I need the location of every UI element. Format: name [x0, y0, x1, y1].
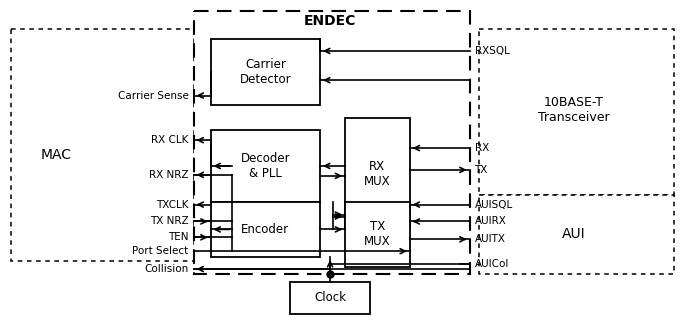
Bar: [11, 29, 194, 261]
Text: TX: TX: [475, 165, 488, 175]
Text: AUISQL: AUISQL: [475, 200, 513, 210]
Text: TEN: TEN: [168, 232, 188, 242]
Text: 10BASE-T
Transceiver: 10BASE-T Transceiver: [538, 96, 610, 124]
Bar: [290, 282, 370, 314]
Bar: [211, 130, 320, 202]
Text: Port Select: Port Select: [132, 246, 188, 256]
Bar: [480, 29, 673, 195]
Bar: [211, 202, 320, 257]
Text: Clock: Clock: [314, 291, 346, 304]
Text: Carrier Sense: Carrier Sense: [118, 91, 188, 100]
Text: TX NRZ: TX NRZ: [150, 216, 188, 227]
Text: AUIRX: AUIRX: [475, 216, 506, 227]
Text: RX: RX: [475, 143, 489, 153]
Text: TX
MUX: TX MUX: [364, 220, 391, 248]
Text: TXCLK: TXCLK: [156, 200, 188, 210]
Bar: [480, 195, 673, 274]
Text: Encoder: Encoder: [241, 223, 289, 236]
Bar: [211, 39, 320, 106]
Text: AUICol: AUICol: [475, 259, 509, 269]
Text: RX
MUX: RX MUX: [364, 160, 391, 188]
Bar: [345, 202, 410, 267]
Text: ENDEC: ENDEC: [304, 14, 356, 28]
Bar: [194, 11, 470, 274]
Text: AUI: AUI: [562, 227, 586, 241]
Bar: [345, 118, 410, 229]
Text: MAC: MAC: [41, 148, 71, 162]
Text: Collision: Collision: [144, 264, 188, 274]
Text: RX NRZ: RX NRZ: [149, 170, 188, 180]
Text: RX CLK: RX CLK: [151, 135, 188, 145]
Text: Carrier
Detector: Carrier Detector: [239, 58, 291, 86]
Text: AUITX: AUITX: [475, 234, 505, 244]
Text: RXSQL: RXSQL: [475, 46, 510, 56]
Text: Decoder
& PLL: Decoder & PLL: [241, 152, 290, 180]
